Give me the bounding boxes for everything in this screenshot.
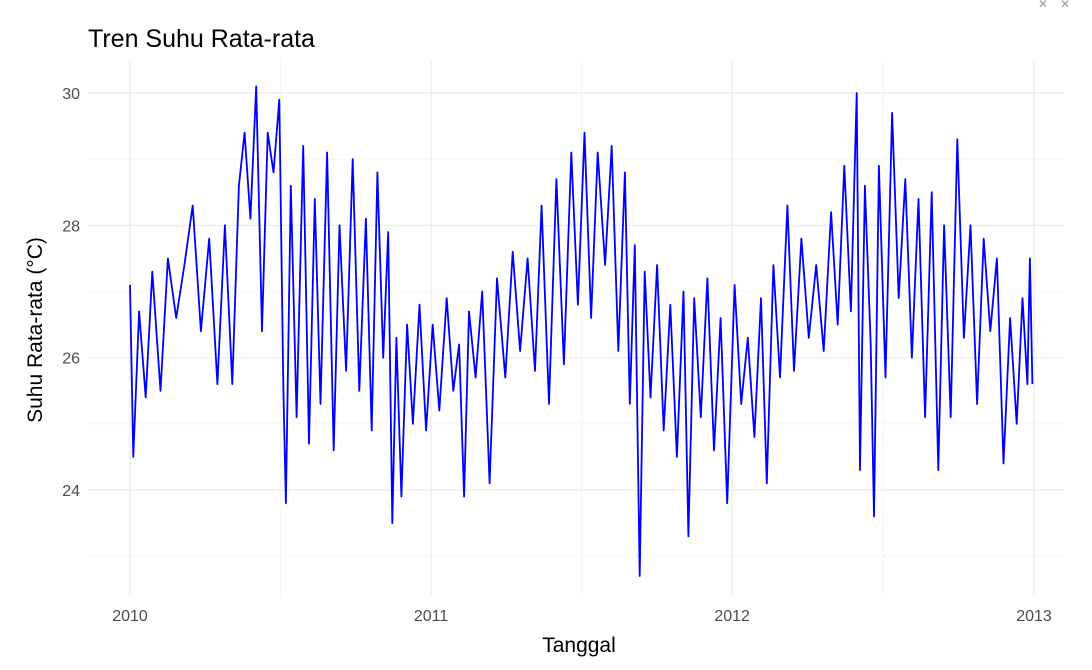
close-icon[interactable]: ✕ — [1038, 0, 1048, 11]
x-axis-title: Tanggal — [542, 634, 616, 657]
x-tick-label: 2013 — [1016, 608, 1052, 625]
y-axis-ticks: 24 26 28 30 — [62, 86, 80, 500]
series-layer — [129, 85, 1034, 577]
y-tick-label: 26 — [62, 351, 80, 368]
close-icon-secondary[interactable]: ✕ — [1060, 0, 1070, 11]
chart-title: Tren Suhu Rata-rata — [88, 25, 315, 53]
y-tick-label: 30 — [62, 86, 80, 103]
x-axis-ticks: 2010 2011 2012 2013 — [112, 608, 1052, 625]
x-tick-label: 2011 — [414, 608, 449, 625]
y-tick-label: 28 — [62, 218, 80, 235]
y-axis-title: Suhu Rata-rata (°C) — [24, 237, 47, 423]
y-tick-label: 24 — [62, 483, 80, 500]
series-line-0 — [129, 85, 1034, 577]
x-tick-label: 2012 — [714, 608, 750, 625]
grid — [88, 60, 1064, 596]
x-tick-label: 2010 — [112, 608, 148, 625]
window-controls: ✕ ✕ — [1038, 0, 1070, 11]
